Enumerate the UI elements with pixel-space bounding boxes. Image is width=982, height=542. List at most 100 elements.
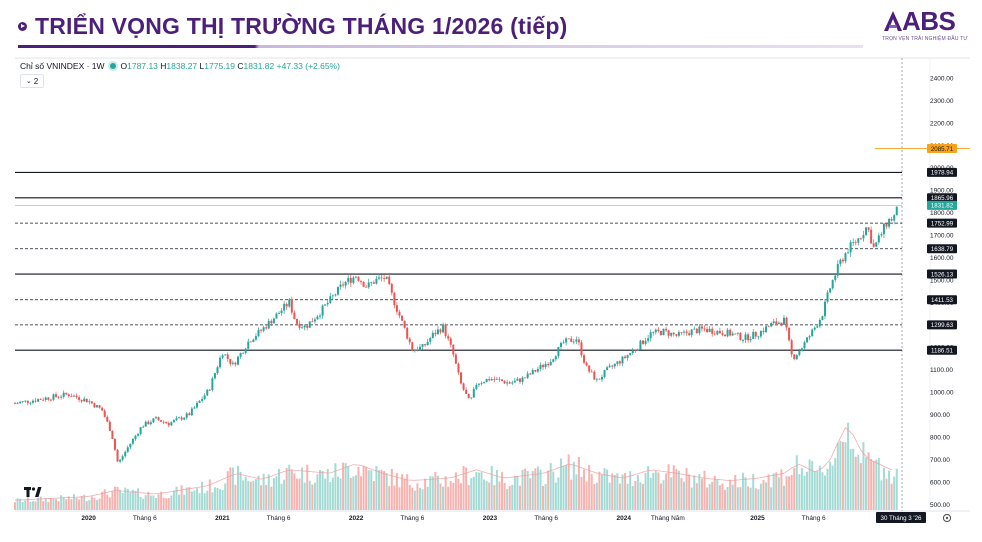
candle-body [449,338,452,345]
candle-body [406,327,409,339]
volume-bar [677,470,680,510]
volume-bar [401,474,404,510]
volume-bar [829,461,832,510]
volume-bar [270,486,273,510]
candle-body [101,407,104,411]
candle-body [380,277,383,279]
candle-body [401,315,404,321]
volume-bar [431,476,434,510]
candle-body [677,332,680,336]
candle-body [501,379,504,382]
volume-bar [749,487,752,510]
candle-body [611,365,614,367]
volume-bar [421,489,424,510]
volume-bar [442,486,445,510]
volume-bar [857,454,860,510]
settings-gear-icon[interactable] [942,513,952,523]
level-price-label: 1638.79 [931,246,954,253]
candle-body [62,392,65,397]
candle-body [295,318,298,324]
candle-body [244,348,247,353]
volume-bar [295,478,298,510]
candle-body [252,339,255,342]
tradingview-logo-icon[interactable] [24,486,42,498]
candle-body [616,361,619,364]
candle-body [103,410,106,417]
candle-body [354,276,357,278]
volume-bar [806,471,809,510]
candle-body [813,327,816,330]
candle-body [431,332,434,339]
level-price-tag [927,295,957,305]
candle-body [744,334,747,340]
symbol-name[interactable]: Chỉ số VNINDEX · 1W [20,61,105,71]
volume-bar [444,476,447,510]
volume-bar [162,497,165,510]
volume-bar [657,472,660,510]
level-price-tag [927,218,957,228]
candle-body [757,336,760,338]
volume-bar [567,454,570,510]
volume-bar [831,465,834,510]
candle-body [124,451,127,457]
high-value: 1838.27 [166,61,198,71]
indicators-toggle-button[interactable]: ⌄ 2 [20,74,44,88]
candle-body [888,219,891,227]
candle-body [606,367,609,371]
candle-body [893,215,896,221]
candle-body [216,367,219,374]
candle-body [495,378,498,380]
candle-body [190,408,193,416]
volume-bar [462,466,465,510]
volume-bar [331,477,334,510]
volume-bar [447,486,450,510]
level-price-label: 1299.63 [931,322,954,329]
volume-bar [598,471,601,510]
volume-bar [449,481,452,510]
volume-bar [747,486,750,510]
level-price-tag [927,244,957,254]
candle-body [375,278,378,284]
volume-bar [301,467,304,510]
chart-legend: Chỉ số VNINDEX · 1W O1787.13 H1838.27 L1… [20,61,340,71]
level-price-tag [927,167,957,177]
candle-body [344,281,347,286]
candle-body [398,311,401,316]
volume-bar [124,487,127,510]
volume-bar [344,463,347,510]
volume-bar [636,475,639,510]
ohlc-values: O1787.13 H1838.27 L1775.19 C1831.82 +47.… [120,61,340,71]
candle-body [434,332,437,335]
candle-body [700,326,703,329]
volume-bar [821,472,824,510]
volume-bar [357,466,360,510]
candle-body [480,382,483,384]
candle-body [662,328,665,336]
volume-bar [690,487,693,510]
candle-body [237,356,240,365]
slide-title: TRIỂN VỌNG THỊ TRƯỜNG THÁNG 1/2026 (tiếp… [18,8,568,44]
candle-body [72,395,75,397]
candle-body [531,369,534,375]
volume-bar [800,468,803,510]
candle-body [413,349,416,351]
volume-bar [113,486,116,510]
candle-body [644,340,647,344]
candle-body [80,399,83,402]
candle-body [880,234,883,236]
candle-body [777,322,780,324]
candle-body [313,319,316,322]
candle-body [349,277,352,283]
candle-body [508,382,511,384]
volume-bar [283,479,286,510]
volume-bar [729,479,732,510]
volume-bar [803,475,806,510]
y-tick-label: 800.00 [930,434,950,441]
candle-body [49,399,52,401]
volume-bar [14,502,16,510]
volume-bar [395,472,398,510]
volume-bar [811,461,814,510]
volume-bar [654,470,657,510]
volume-bar [216,487,219,510]
